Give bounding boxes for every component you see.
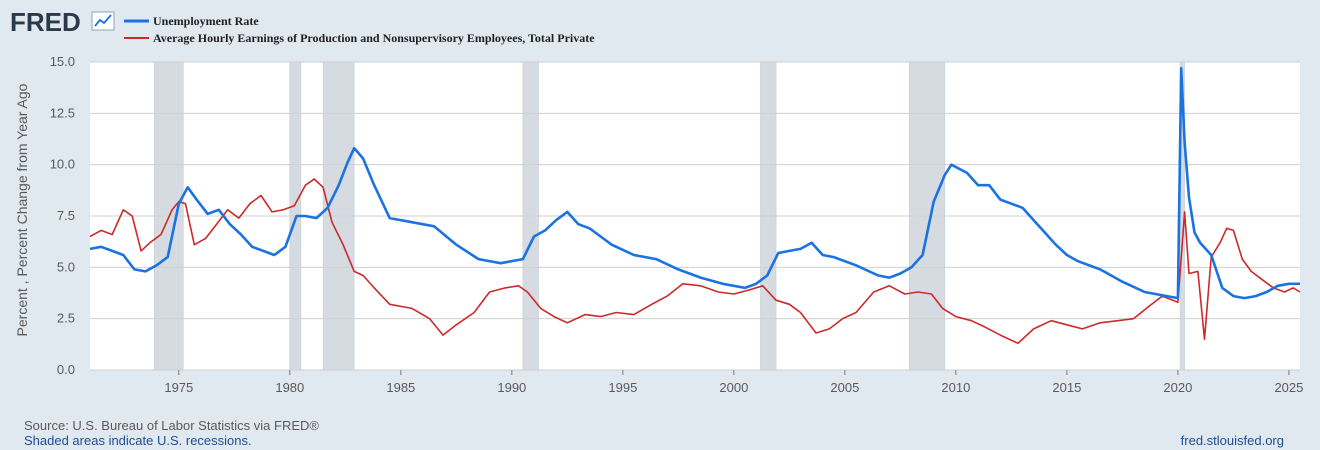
x-tick-label: 1985 bbox=[386, 380, 415, 395]
legend-label-earnings: Average Hourly Earnings of Production an… bbox=[153, 31, 595, 45]
x-tick-label: 1980 bbox=[275, 380, 304, 395]
fred-logo-text: FRED bbox=[10, 7, 81, 37]
fred-logo[interactable]: FRED bbox=[10, 7, 115, 37]
fred-site-link[interactable]: fred.stlouisfed.org bbox=[1181, 433, 1284, 448]
y-tick-label: 12.5 bbox=[50, 105, 75, 120]
series-lines bbox=[89, 66, 1301, 345]
x-tick-label: 2000 bbox=[719, 380, 748, 395]
y-tick-label: 2.5 bbox=[57, 311, 75, 326]
legend: Unemployment Rate Average Hourly Earning… bbox=[124, 14, 595, 45]
source-note: Source: U.S. Bureau of Labor Statistics … bbox=[24, 418, 319, 433]
x-tick-label: 1990 bbox=[497, 380, 526, 395]
y-tick-label: 0.0 bbox=[57, 362, 75, 377]
legend-label-unemployment: Unemployment Rate bbox=[153, 14, 259, 28]
x-tick-label: 2025 bbox=[1274, 380, 1303, 395]
y-axis-ticks: 0.0 2.5 5.0 7.5 10.0 12.5 15.0 bbox=[50, 54, 75, 377]
x-tick-label: 2020 bbox=[1163, 380, 1192, 395]
x-tick-label: 2005 bbox=[830, 380, 859, 395]
y-tick-label: 15.0 bbox=[50, 54, 75, 69]
x-tick-label: 1995 bbox=[608, 380, 637, 395]
legend-item-unemployment: Unemployment Rate bbox=[124, 14, 259, 28]
x-tick-label: 2015 bbox=[1052, 380, 1081, 395]
recession-note-link[interactable]: Shaded areas indicate U.S. recessions. bbox=[24, 433, 252, 448]
x-axis-ticks: 1975 1980 1985 1990 1995 2000 2005 2010 2015 2020… bbox=[164, 370, 1303, 395]
legend-item-earnings: Average Hourly Earnings of Production an… bbox=[124, 31, 595, 45]
unemployment-rate-line bbox=[89, 66, 1300, 300]
y-axis-label: Percent , Percent Change from Year Ago bbox=[14, 83, 30, 336]
y-tick-label: 5.0 bbox=[57, 259, 75, 274]
y-tick-label: 10.0 bbox=[50, 157, 75, 172]
x-tick-label: 1975 bbox=[164, 380, 193, 395]
x-tick-label: 2010 bbox=[941, 380, 970, 395]
y-tick-label: 7.5 bbox=[57, 208, 75, 223]
chart-icon bbox=[91, 11, 115, 31]
